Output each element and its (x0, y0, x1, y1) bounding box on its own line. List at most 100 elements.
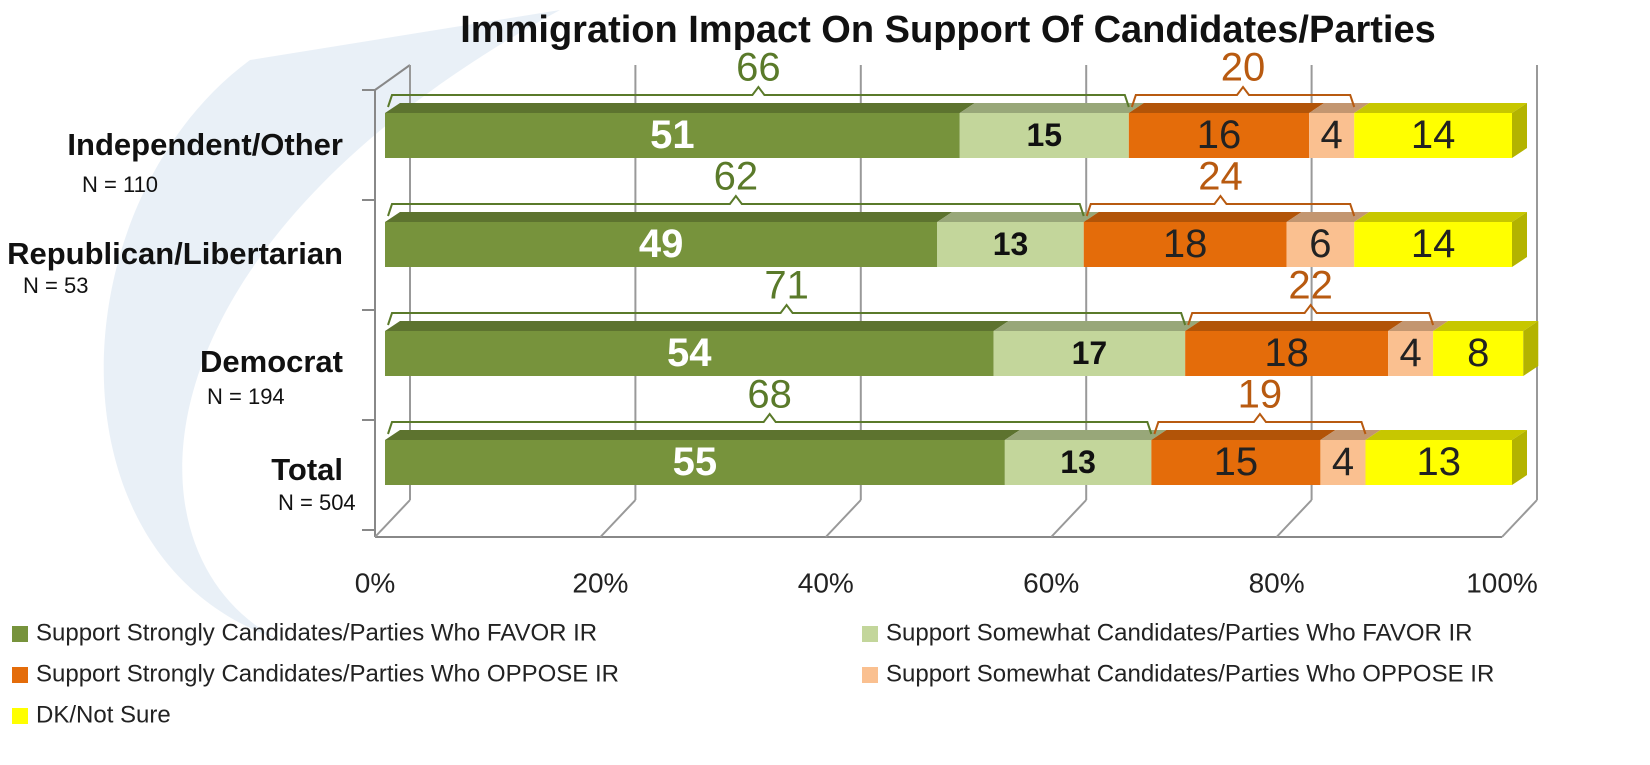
value-label: 17 (1072, 335, 1108, 371)
x-tick-label: 80% (1249, 567, 1305, 598)
total-label: 24 (1198, 155, 1243, 199)
bar-top (1354, 212, 1527, 222)
bar-top (1083, 212, 1302, 222)
bar-top (959, 103, 1144, 113)
legend-swatch (12, 626, 28, 642)
total-label: 66 (736, 46, 781, 90)
floor-line (1050, 499, 1087, 538)
value-label: 4 (1321, 113, 1343, 157)
bar (1286, 222, 1355, 267)
bracket (387, 303, 1187, 326)
bar (385, 113, 960, 158)
category-label: Democrat (200, 344, 343, 379)
total-label: 19 (1238, 373, 1283, 417)
value-label: 18 (1264, 331, 1309, 375)
value-label: 6 (1309, 222, 1331, 266)
axis-wall (374, 64, 411, 91)
bar-side (1512, 430, 1527, 485)
bracket (387, 194, 1085, 217)
bar-top (1433, 321, 1539, 331)
x-tick-label: 40% (798, 567, 854, 598)
value-label: 18 (1163, 222, 1208, 266)
bar-top (1185, 321, 1404, 331)
legend-swatch (862, 626, 878, 642)
legend-label: Support Strongly Candidates/Parties Who … (36, 660, 619, 687)
legend-label: Support Somewhat Candidates/Parties Who … (886, 660, 1494, 687)
bar (959, 113, 1129, 158)
x-tick-label: 100% (1466, 567, 1538, 598)
value-label: 14 (1411, 113, 1456, 157)
sample-size: N = 53 (23, 273, 88, 298)
chart-title: Immigration Impact On Support Of Candida… (460, 9, 1435, 51)
x-tick-label: 20% (572, 567, 628, 598)
bar-top (1151, 430, 1336, 440)
legend-label: DK/Not Sure (36, 701, 171, 728)
bar (1151, 440, 1321, 485)
bar (385, 440, 1005, 485)
value-label: 15 (1214, 440, 1259, 484)
bar (1320, 440, 1366, 485)
x-tick-label: 0% (355, 567, 395, 598)
sample-size: N = 194 (207, 384, 285, 409)
bar (1433, 331, 1524, 376)
sample-size: N = 110 (82, 172, 158, 197)
bar (1083, 222, 1287, 267)
bar-top (385, 321, 1009, 331)
bar-top (1286, 212, 1370, 222)
bar (1365, 440, 1512, 485)
total-label: 22 (1288, 264, 1333, 308)
value-label: 54 (667, 331, 712, 375)
bar (385, 222, 938, 267)
bar-top (937, 212, 1099, 222)
bar (1128, 113, 1310, 158)
value-label: 4 (1399, 331, 1421, 375)
floor-line (1501, 499, 1538, 538)
value-label: 16 (1197, 113, 1242, 157)
legend-label: Support Somewhat Candidates/Parties Who … (886, 619, 1473, 646)
bar-top (385, 212, 953, 222)
bar-side (1523, 321, 1539, 376)
bar-top (993, 321, 1201, 331)
bar (1185, 331, 1389, 376)
bracket (1153, 412, 1367, 435)
floor-line (1275, 499, 1313, 538)
bar-top (385, 430, 1020, 440)
value-label: 8 (1467, 331, 1489, 375)
bar (385, 331, 994, 376)
value-label: 49 (639, 222, 684, 266)
value-label: 55 (673, 440, 718, 484)
total-label: 20 (1221, 46, 1266, 90)
value-label: 13 (1060, 444, 1096, 480)
category-label: Republican/Libertarian (7, 236, 343, 271)
total-label: 68 (747, 373, 792, 417)
category-label: Independent/Other (67, 127, 343, 162)
legend-swatch (12, 667, 28, 683)
bar (1388, 331, 1434, 376)
bar-top (1365, 430, 1527, 440)
bar-top (1004, 430, 1167, 440)
bracket (1130, 85, 1356, 108)
bar-side (1512, 103, 1527, 158)
bar (1354, 113, 1512, 158)
bar (1354, 222, 1512, 267)
bracket (387, 412, 1153, 435)
floor-line (599, 499, 637, 538)
floor-line (374, 499, 411, 538)
bar (937, 222, 1084, 267)
floor-line (825, 499, 862, 538)
bar-top (1128, 103, 1325, 113)
bar (1004, 440, 1152, 485)
legend-swatch (862, 667, 878, 683)
total-label: 62 (714, 155, 759, 199)
background-swoosh (103, 10, 560, 640)
x-tick-label: 60% (1023, 567, 1079, 598)
bracket (1187, 303, 1435, 326)
value-label: 14 (1411, 222, 1456, 266)
bar-top (385, 103, 975, 113)
value-label: 13 (993, 226, 1029, 262)
legend-swatch (12, 708, 28, 724)
bar (993, 331, 1186, 376)
value-label: 15 (1026, 117, 1062, 153)
value-label: 51 (650, 113, 695, 157)
